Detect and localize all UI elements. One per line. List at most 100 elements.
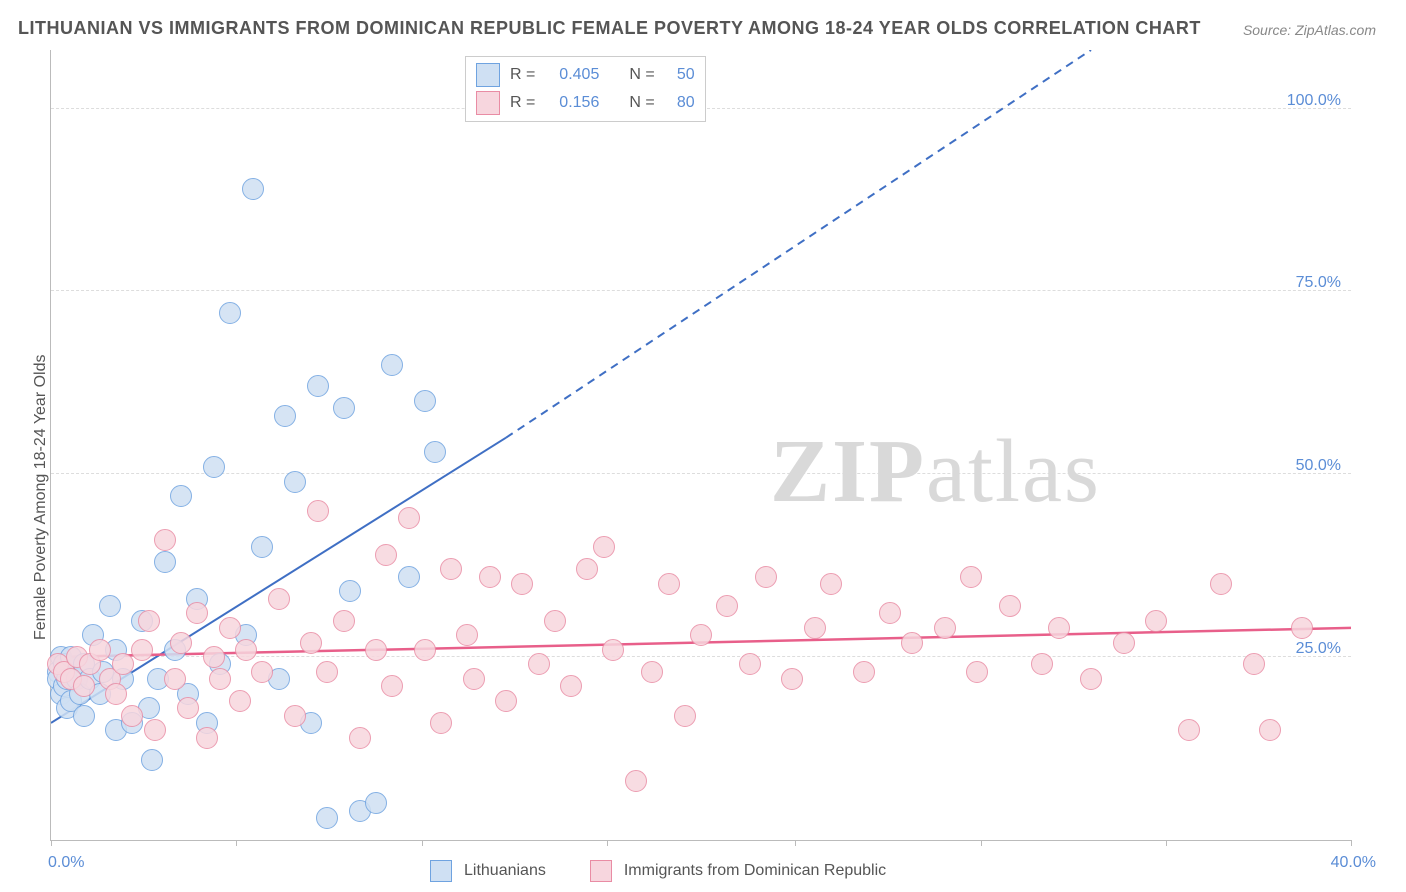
data-point [242, 178, 264, 200]
data-point [196, 727, 218, 749]
data-point [755, 566, 777, 588]
data-point [560, 675, 582, 697]
data-point [170, 632, 192, 654]
data-point [901, 632, 923, 654]
legend-r-value: 0.405 [545, 66, 599, 84]
data-point [316, 807, 338, 829]
source-credit: Source: ZipAtlas.com [1243, 22, 1376, 38]
data-point [333, 610, 355, 632]
data-point [690, 624, 712, 646]
data-point [333, 397, 355, 419]
legend-r-label: R = [510, 94, 535, 112]
x-tick [236, 840, 237, 846]
data-point [479, 566, 501, 588]
data-point [154, 529, 176, 551]
data-point [274, 405, 296, 427]
data-point [141, 749, 163, 771]
data-point [1259, 719, 1281, 741]
data-point [112, 653, 134, 675]
data-point [268, 588, 290, 610]
data-point [658, 573, 680, 595]
data-point [381, 675, 403, 697]
plot-area: 25.0%50.0%75.0%100.0% [50, 50, 1351, 841]
x-tick [1351, 840, 1352, 846]
data-point [716, 595, 738, 617]
data-point [381, 354, 403, 376]
x-tick [51, 840, 52, 846]
data-point [999, 595, 1021, 617]
data-point [966, 661, 988, 683]
data-point [495, 690, 517, 712]
data-point [284, 705, 306, 727]
data-point [73, 675, 95, 697]
x-tick [607, 840, 608, 846]
data-point [1048, 617, 1070, 639]
data-point [853, 661, 875, 683]
data-point [960, 566, 982, 588]
swatch-lithuanians [430, 860, 452, 882]
data-point [1243, 653, 1265, 675]
data-point [1113, 632, 1135, 654]
data-point [121, 705, 143, 727]
data-point [1031, 653, 1053, 675]
data-point [593, 536, 615, 558]
data-point [365, 792, 387, 814]
data-point [804, 617, 826, 639]
data-point [154, 551, 176, 573]
data-point [544, 610, 566, 632]
data-point [820, 573, 842, 595]
legend-label-dominican: Immigrants from Dominican Republic [624, 862, 886, 880]
data-point [430, 712, 452, 734]
chart-title: LITHUANIAN VS IMMIGRANTS FROM DOMINICAN … [18, 18, 1201, 39]
data-point [203, 646, 225, 668]
data-point [414, 390, 436, 412]
data-point [300, 632, 322, 654]
data-point [739, 653, 761, 675]
data-point [73, 705, 95, 727]
swatch-dominican [590, 860, 612, 882]
data-point [105, 683, 127, 705]
legend-swatch [476, 63, 500, 87]
data-point [528, 653, 550, 675]
data-point [307, 375, 329, 397]
data-point [235, 639, 257, 661]
data-point [164, 668, 186, 690]
data-point [186, 602, 208, 624]
data-point [89, 639, 111, 661]
data-point [229, 690, 251, 712]
data-point [375, 544, 397, 566]
legend-label-lithuanians: Lithuanians [464, 862, 546, 880]
x-tick [795, 840, 796, 846]
data-point [365, 639, 387, 661]
data-point [1210, 573, 1232, 595]
data-point [349, 727, 371, 749]
data-point [424, 441, 446, 463]
legend-n-label: N = [629, 94, 654, 112]
data-point [307, 500, 329, 522]
data-point [219, 617, 241, 639]
data-point [170, 485, 192, 507]
data-point [456, 624, 478, 646]
series-legend: Lithuanians Immigrants from Dominican Re… [430, 860, 886, 882]
data-point [177, 697, 199, 719]
x-tick [422, 840, 423, 846]
data-point [440, 558, 462, 580]
data-point [625, 770, 647, 792]
data-point [641, 661, 663, 683]
data-point [576, 558, 598, 580]
data-point [674, 705, 696, 727]
data-point [251, 661, 273, 683]
data-point [511, 573, 533, 595]
legend-n-value: 50 [665, 66, 695, 84]
data-point [602, 639, 624, 661]
data-point [934, 617, 956, 639]
data-point [463, 668, 485, 690]
legend-r-value: 0.156 [545, 94, 599, 112]
trend-lines [51, 50, 1351, 840]
data-point [316, 661, 338, 683]
data-point [99, 595, 121, 617]
x-tick [1166, 840, 1167, 846]
y-axis-title: Female Poverty Among 18-24 Year Olds [32, 355, 50, 641]
data-point [131, 639, 153, 661]
data-point [1145, 610, 1167, 632]
